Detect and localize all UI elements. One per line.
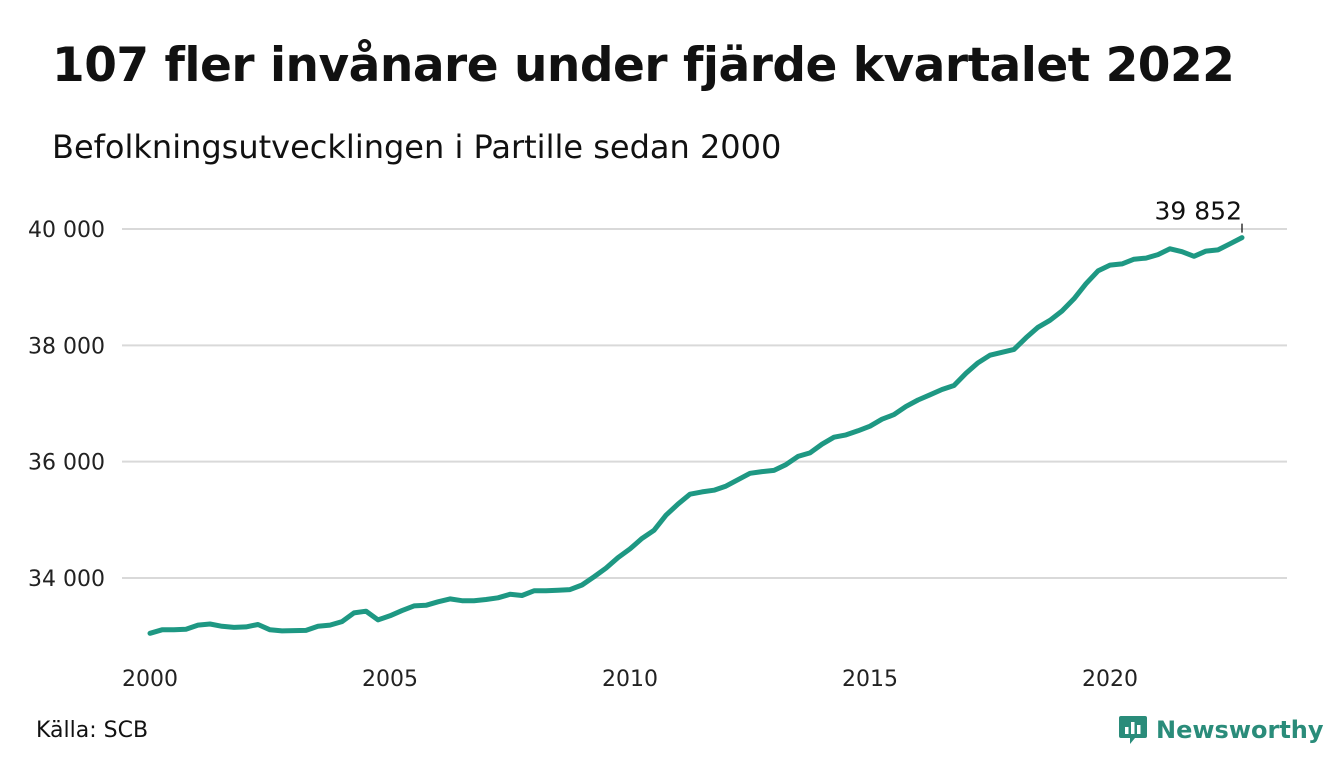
chart-subtitle: Befolkningsutvecklingen i Partille sedan… [52,128,782,166]
brand-logo: Newsworthy [1118,714,1324,746]
x-tick-label: 2010 [602,667,658,692]
x-tick-label: 2005 [362,667,418,692]
source-label: Källa: SCB [36,718,149,743]
line-chart: 34 000 36 000 38 000 40 000 2000 2005 2010 2015… [28,197,1287,692]
chart-title: 107 fler invånare under fjärde kvartalet… [52,38,1235,93]
y-tick-label: 38 000 [28,334,105,359]
y-tick-label: 34 000 [28,567,105,592]
end-value-label: 39 852 [1155,197,1242,226]
x-tick-label: 2020 [1082,667,1138,692]
x-tick-label: 2000 [122,667,178,692]
y-tick-label: 40 000 [28,218,105,243]
chart-speech-bubble-icon [1119,716,1147,744]
x-tick-label: 2015 [842,667,898,692]
series-line [147,235,1245,636]
brand-name: Newsworthy [1156,716,1324,744]
y-tick-label: 36 000 [28,451,105,476]
